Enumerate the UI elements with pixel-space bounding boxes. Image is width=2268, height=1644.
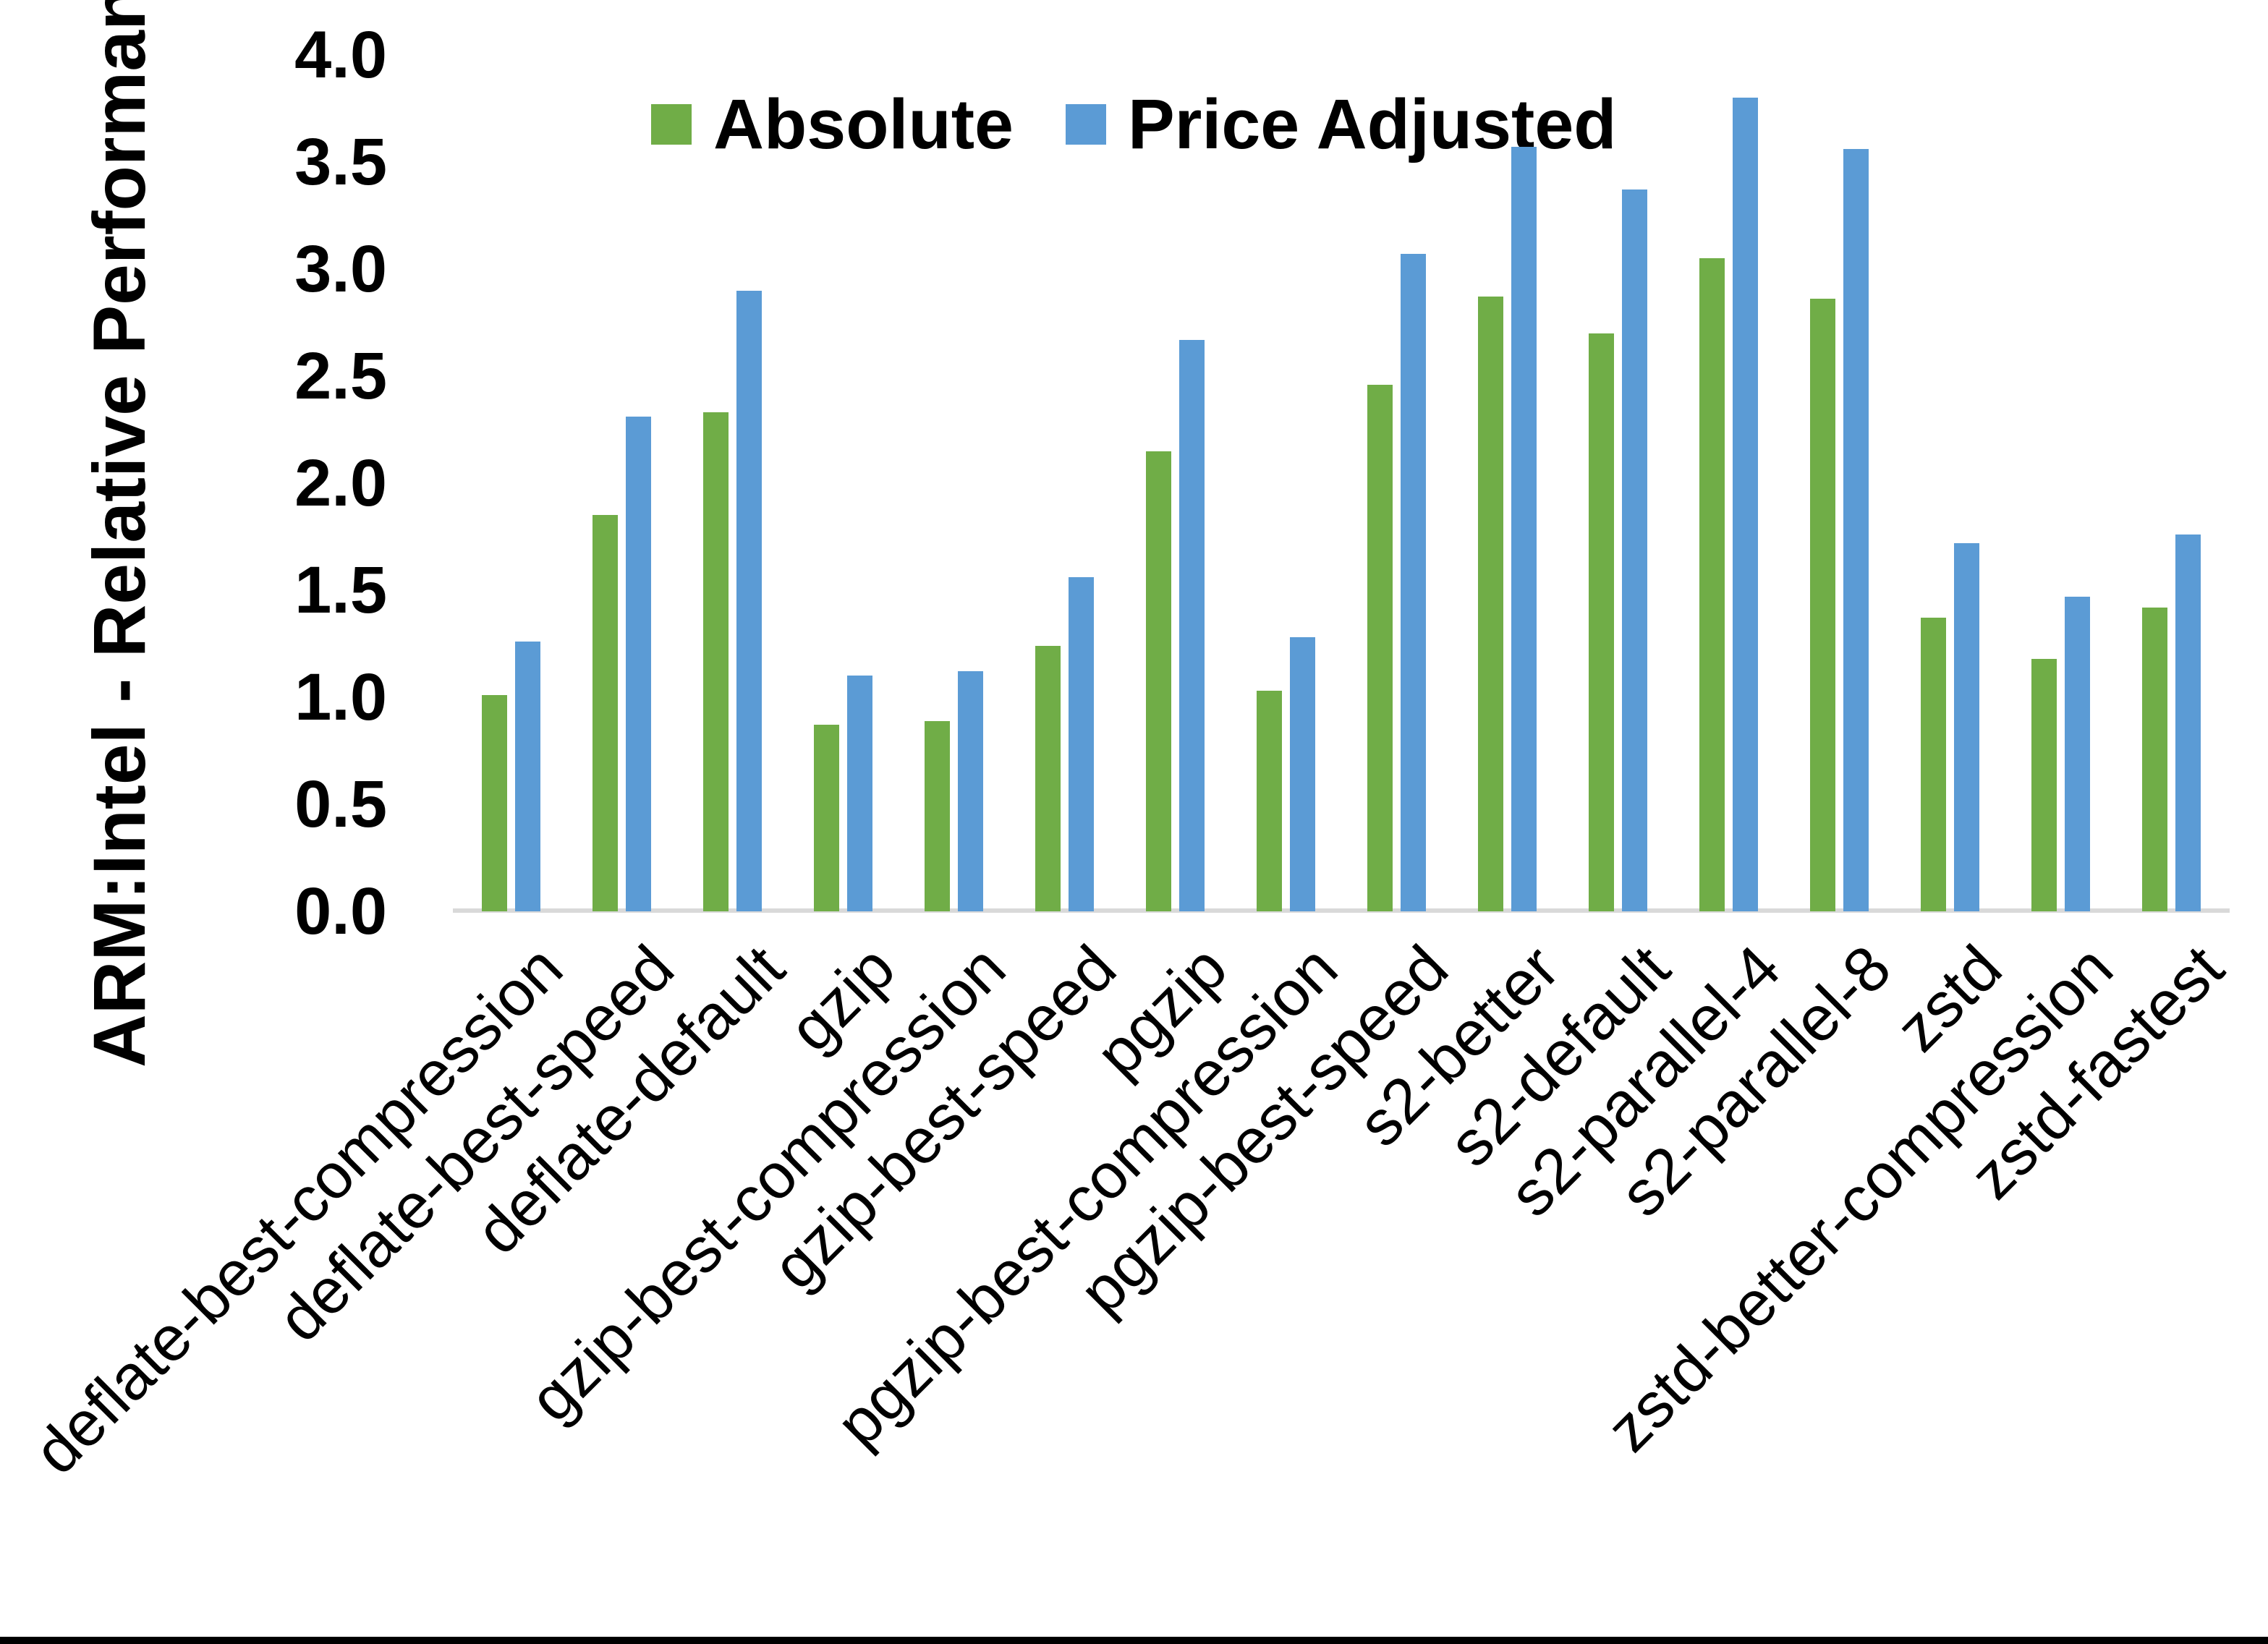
y-tick-label: 2.5 <box>294 339 387 413</box>
bar-price-adjusted <box>626 417 651 911</box>
bar-absolute <box>1810 299 1835 911</box>
bar-price-adjusted <box>1069 577 1094 911</box>
y-tick-label: 2.0 <box>294 446 387 520</box>
bar-absolute <box>1478 297 1503 911</box>
bar-price-adjusted <box>1179 340 1205 911</box>
bar-absolute <box>703 412 729 911</box>
bar-absolute <box>482 695 507 911</box>
bar-price-adjusted <box>1843 149 1869 911</box>
y-tick-label: 4.0 <box>294 18 387 92</box>
y-tick-label: 0.5 <box>294 767 387 841</box>
bar-price-adjusted <box>1622 189 1647 911</box>
bar-price-adjusted <box>2175 534 2201 911</box>
y-tick-label: 1.5 <box>294 553 387 627</box>
legend-label-absolute: Absolute <box>713 85 1014 163</box>
bar-price-adjusted <box>1733 98 1758 911</box>
bar-price-adjusted <box>1511 147 1537 911</box>
plot-area <box>453 55 2230 913</box>
x-axis-line <box>453 908 2230 913</box>
bar-absolute <box>814 725 839 911</box>
y-axis-title: ARM:Intel - Relative Performance <box>78 0 161 1068</box>
legend-swatch-absolute <box>651 104 692 145</box>
bar-absolute <box>1921 618 1946 911</box>
y-tick-label: 0.0 <box>294 874 387 948</box>
y-tick-label: 1.0 <box>294 660 387 734</box>
legend-item-absolute: Absolute <box>651 81 1014 168</box>
bar-absolute <box>1146 451 1171 911</box>
bar-price-adjusted <box>1290 637 1315 911</box>
bar-price-adjusted <box>1401 254 1426 911</box>
bar-price-adjusted <box>515 642 540 911</box>
legend-swatch-price-adjusted <box>1065 104 1106 145</box>
bar-absolute <box>1589 333 1614 911</box>
bar-price-adjusted <box>736 291 762 911</box>
bar-absolute <box>925 721 950 911</box>
y-tick-label: 3.5 <box>294 125 387 199</box>
bar-absolute <box>2142 608 2167 911</box>
bottom-border <box>0 1637 2268 1644</box>
bar-price-adjusted <box>2065 597 2090 911</box>
bar-price-adjusted <box>958 671 983 911</box>
bar-absolute <box>1035 646 1061 911</box>
bar-price-adjusted <box>1954 543 1979 911</box>
bar-absolute <box>1699 258 1725 911</box>
bar-absolute <box>1257 691 1282 911</box>
bar-absolute <box>1367 385 1393 911</box>
bar-absolute <box>593 515 618 911</box>
bar-absolute <box>2031 659 2057 911</box>
bar-price-adjusted <box>847 676 872 911</box>
y-tick-label: 3.0 <box>294 232 387 306</box>
